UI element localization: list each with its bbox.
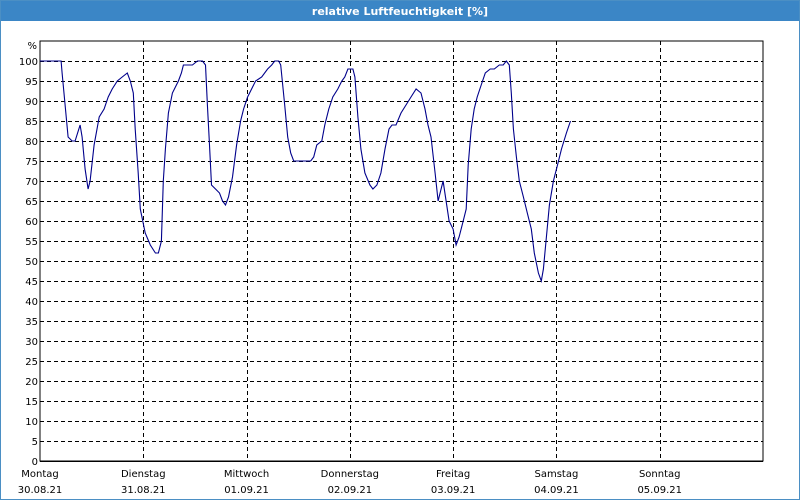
- x-axis-ticks: Montag 30.08.21 Dienstag 31.08.21 Mittwoch 01…: [18, 469, 682, 496]
- y-tick-label: 40: [25, 297, 38, 308]
- y-tick-label: 15: [25, 397, 38, 408]
- x-tick-date-label: 05.09.21: [637, 485, 682, 496]
- x-tick-day-label: Freitag: [436, 469, 470, 480]
- chart-title: relative Luftfeuchtigkeit [%]: [1, 1, 799, 21]
- y-tick-label: 80: [25, 137, 38, 148]
- x-tick-date-label: 03.09.21: [431, 485, 476, 496]
- x-tick-day-label: Sonntag: [639, 469, 681, 480]
- y-tick-label: 45: [25, 277, 38, 288]
- y-tick-label: 50: [25, 257, 38, 268]
- y-tick-label: 30: [25, 337, 38, 348]
- y-tick-label: 35: [25, 317, 38, 328]
- y-tick-label: 70: [25, 177, 38, 188]
- x-tick-date-label: 30.08.21: [18, 485, 63, 496]
- grid: [40, 41, 763, 462]
- y-tick-label: 90: [25, 97, 38, 108]
- y-axis-ticks: 0 5 10 15 20 25 30 35 40 45 50 55 60 65 70 75 80 85 90 95 10…: [19, 57, 38, 468]
- x-tick-day-label: Donnerstag: [321, 469, 379, 480]
- x-tick-day-label: Samstag: [535, 469, 579, 480]
- y-tick-label: 25: [25, 357, 38, 368]
- y-tick-label: 60: [25, 217, 38, 228]
- y-tick-label: 85: [25, 117, 38, 128]
- x-tick-date-label: 04.09.21: [534, 485, 579, 496]
- x-tick-day-label: Dienstag: [121, 469, 166, 480]
- y-tick-label: 65: [25, 197, 38, 208]
- y-tick-label: 100: [19, 57, 38, 68]
- x-tick-day-label: Montag: [21, 469, 58, 480]
- y-tick-label: 0: [32, 457, 38, 468]
- x-tick-date-label: 01.09.21: [224, 485, 269, 496]
- y-tick-label: 55: [25, 237, 38, 248]
- y-tick-label: 75: [25, 157, 38, 168]
- humidity-series-line: [40, 60, 572, 284]
- y-tick-label: 95: [25, 77, 38, 88]
- y-tick-label: 5: [32, 437, 38, 448]
- y-tick-label: 20: [25, 377, 38, 388]
- plot-area-border: [39, 40, 764, 462]
- x-tick-date-label: 02.09.21: [328, 485, 373, 496]
- x-tick-date-label: 31.08.21: [121, 485, 166, 496]
- y-tick-label: 10: [25, 417, 38, 428]
- x-tick-day-label: Mittwoch: [224, 469, 269, 480]
- y-axis-unit-label: %: [27, 41, 37, 52]
